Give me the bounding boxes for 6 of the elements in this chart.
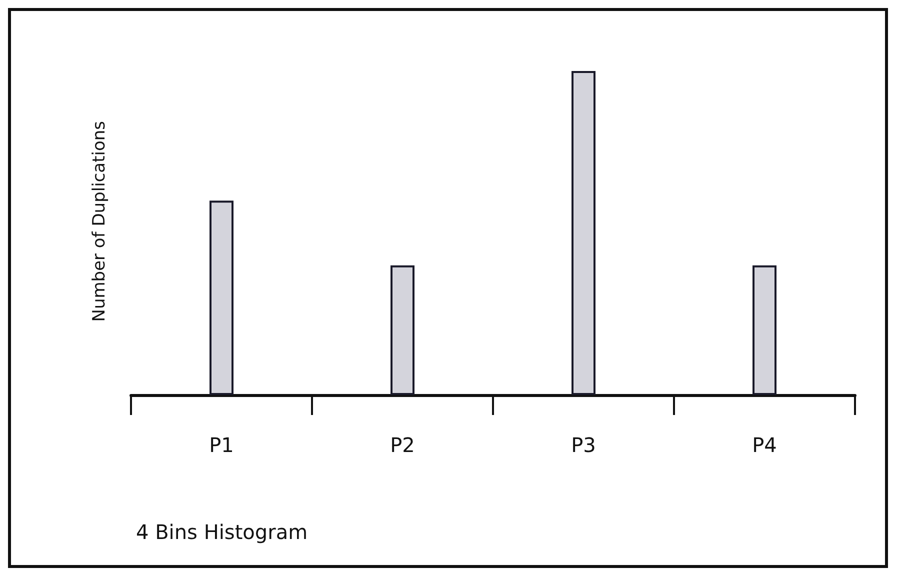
x-tick-label: P3 [571, 433, 596, 457]
text: 4 Bins Histogram [136, 520, 308, 544]
x-tick-label: P1 [209, 433, 234, 457]
x-tick-label: P4 [752, 433, 777, 457]
x-tick-label: P2 [390, 433, 415, 457]
y-axis-title: Number of Duplications [90, 120, 110, 322]
